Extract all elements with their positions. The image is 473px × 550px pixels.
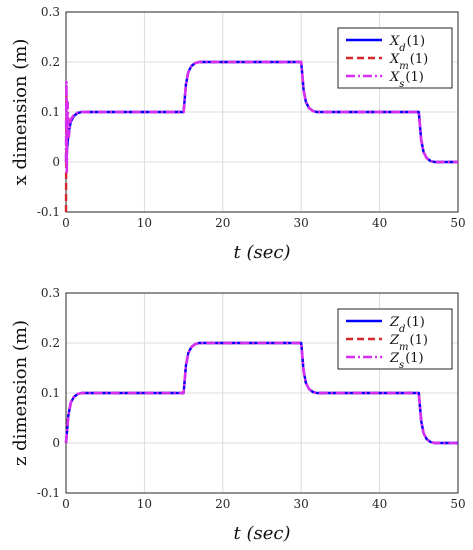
legend-entry: Zs(1) <box>389 351 424 371</box>
y-tick-label: 0.3 <box>41 286 60 300</box>
x-tick-label: 0 <box>62 216 70 230</box>
z-dimension-chart: 0 10 20 30 40 50-0.100.10.20.3t (sec)z dimens… <box>10 286 466 544</box>
legend: Xd(1)Xm(1)Xs(1) <box>337 27 453 90</box>
x-tick-label: 30 <box>294 497 309 511</box>
y-tick-label: 0.2 <box>41 336 60 350</box>
legend-entry: Xs(1) <box>389 70 424 90</box>
legend-entry: Zd(1) <box>389 315 425 335</box>
y-tick-label: 0.1 <box>41 105 60 119</box>
x-tick-label: 10 <box>137 216 152 230</box>
y-axis-label: x dimension (m) <box>10 39 31 186</box>
x-dimension-chart: 0 10 20 30 40 50-0.100.10.20.3t (sec)x dimens… <box>10 5 466 263</box>
y-tick-label: 0.2 <box>41 55 60 69</box>
x-tick-label: 10 <box>137 497 152 511</box>
legend-entry: Xm(1) <box>389 52 428 72</box>
axes-box <box>65 292 459 494</box>
x-tick-label: 30 <box>294 216 309 230</box>
x-tick-label: 50 <box>450 216 465 230</box>
y-tick-label: -0.1 <box>37 486 60 500</box>
series-line-dashdot <box>64 341 458 445</box>
y-tick-label: 0 <box>52 436 60 450</box>
x-tick-label: 50 <box>450 497 465 511</box>
y-tick-label: 0 <box>52 155 60 169</box>
series-line-dashdot <box>64 60 458 174</box>
x-tick-label: 0 <box>62 497 70 511</box>
x-tick-label: 20 <box>215 497 230 511</box>
x-tick-label: 40 <box>372 216 387 230</box>
legend: Zd(1)Zm(1)Zs(1) <box>337 308 453 371</box>
x-tick-label: 20 <box>215 216 230 230</box>
x-axis-label: t (sec) <box>234 242 291 263</box>
legend-entry: Zm(1) <box>389 333 428 353</box>
y-tick-label: -0.1 <box>37 205 60 219</box>
y-axis-label: z dimension (m) <box>10 320 31 466</box>
x-axis-label: t (sec) <box>234 523 291 544</box>
y-tick-label: 0.1 <box>41 386 60 400</box>
legend-entry: Xd(1) <box>389 34 425 54</box>
y-tick-label: 0.3 <box>41 5 60 19</box>
x-tick-label: 40 <box>372 497 387 511</box>
